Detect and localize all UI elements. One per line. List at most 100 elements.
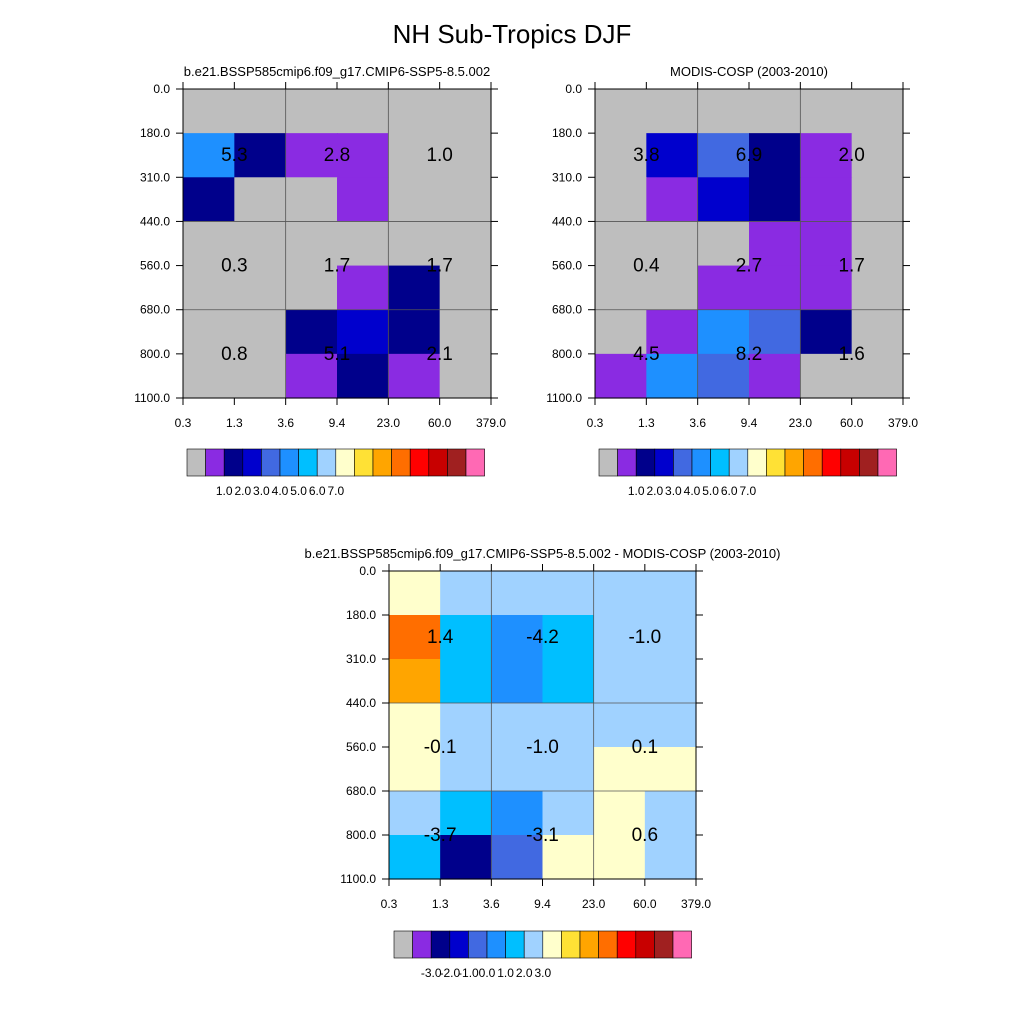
- x-tick-label: 379.0: [681, 897, 711, 911]
- colorbar-swatch: [617, 448, 637, 477]
- x-tick-label: 3.6: [689, 416, 706, 430]
- heatmap-cell: [749, 353, 801, 399]
- colorbar-swatch: [672, 930, 692, 959]
- y-tick-label: 800.0: [346, 828, 376, 842]
- heatmap-cell: [389, 659, 441, 704]
- cell-value-label: 1.7: [838, 256, 864, 277]
- heatmap-cell: [389, 747, 441, 792]
- x-tick-label: 0.3: [587, 416, 604, 430]
- heatmap-cell: [183, 133, 235, 178]
- heatmap-cell: [440, 747, 492, 792]
- heatmap-cell: [595, 221, 647, 267]
- heatmap-cell: [646, 265, 699, 311]
- heatmap-cell: [440, 571, 492, 616]
- heatmap-cell: [337, 353, 389, 399]
- x-tick-label: 3.6: [277, 416, 294, 430]
- y-tick-label: 310.0: [552, 170, 582, 184]
- heatmap-cell: [851, 177, 904, 223]
- x-tick-label: 60.0: [633, 897, 657, 911]
- heatmap-cell: [595, 177, 647, 223]
- y-tick-label: 0.0: [153, 82, 170, 96]
- heatmap-cell: [491, 835, 544, 880]
- cell-value-label: 2.7: [736, 256, 762, 277]
- colorbar-swatch: [447, 448, 467, 477]
- colorbar-label: 3.0: [665, 484, 682, 498]
- heatmap-cell: [285, 89, 338, 134]
- heatmap-cell: [440, 835, 492, 880]
- colorbar-swatch: [673, 448, 693, 477]
- cell-value-label: -1.0: [526, 737, 559, 758]
- heatmap-cell: [183, 265, 235, 311]
- heatmap-cell: [697, 265, 750, 311]
- cell-value-label: 2.8: [324, 145, 350, 166]
- heatmap-cell: [285, 221, 338, 267]
- heatmap-cell: [183, 89, 235, 134]
- colorbar-swatch: [598, 930, 618, 959]
- colorbar-label: 3.0: [534, 966, 551, 980]
- heatmap-cell: [491, 703, 544, 748]
- colorbar-label: 1.0: [216, 484, 233, 498]
- cell-value-label: 0.4: [633, 256, 660, 277]
- y-tick-label: 1100.0: [340, 872, 376, 886]
- heatmap-cell: [595, 353, 647, 399]
- colorbar-label: 2.0: [646, 484, 663, 498]
- colorbar-label: 7.0: [327, 484, 344, 498]
- heatmap-cell: [337, 221, 389, 267]
- cell-value-label: -3.1: [526, 825, 559, 846]
- colorbar-swatch: [298, 448, 318, 477]
- heatmap-cell: [542, 835, 595, 880]
- y-tick-label: 680.0: [346, 784, 376, 798]
- heatmap-cell: [646, 133, 699, 178]
- heatmap-cell: [234, 309, 287, 355]
- x-tick-label: 9.4: [329, 416, 346, 430]
- colorbar-swatch: [877, 448, 897, 477]
- heatmap-cell: [800, 221, 853, 267]
- heatmap-cell: [183, 353, 235, 399]
- x-tick-label: 0.3: [175, 416, 192, 430]
- heatmap-cell: [337, 89, 389, 134]
- cell-value-label: 5.3: [221, 145, 247, 166]
- colorbar-swatch: [505, 930, 525, 959]
- colorbar-swatch: [821, 448, 842, 477]
- colorbar-swatch: [691, 448, 711, 477]
- cell-value-label: 3.8: [633, 145, 659, 166]
- heatmap-cell: [388, 177, 441, 223]
- colorbar-label: 3.0: [253, 484, 270, 498]
- heatmap-cell: [542, 703, 595, 748]
- colorbar-swatch: [840, 448, 860, 477]
- heatmap-cell: [593, 747, 646, 792]
- cell-value-label: 5.1: [324, 344, 350, 365]
- heatmap-cell: [595, 89, 647, 134]
- colorbar-label: 4.0: [684, 484, 701, 498]
- colorbar-swatch: [279, 448, 299, 477]
- colorbar-swatch: [598, 448, 618, 477]
- y-tick-label: 0.0: [565, 82, 582, 96]
- x-tick-label: 9.4: [534, 897, 551, 911]
- colorbar-swatch: [747, 448, 767, 477]
- heatmap-cell: [646, 353, 699, 399]
- colorbar-label: 2.0: [516, 966, 533, 980]
- heatmap-cell: [183, 221, 235, 267]
- heatmap-cell: [491, 571, 544, 616]
- heatmap-cell: [337, 265, 389, 311]
- heatmap-cell: [491, 659, 544, 704]
- x-tick-label: 60.0: [428, 416, 452, 430]
- heatmap-cell: [439, 221, 492, 267]
- heatmap-cell: [389, 835, 441, 880]
- heatmap-cell: [644, 835, 697, 880]
- colorbar-swatch: [335, 448, 355, 477]
- heatmap-cell: [285, 309, 338, 355]
- colorbar-swatch: [316, 448, 337, 477]
- heatmap-cell: [749, 309, 801, 355]
- cell-value-label: 1.6: [838, 344, 864, 365]
- cell-value-label: 1.4: [427, 627, 454, 648]
- heatmap-cell: [389, 703, 441, 748]
- y-tick-label: 560.0: [552, 259, 582, 273]
- x-tick-label: 23.0: [377, 416, 401, 430]
- colorbar-swatch: [728, 448, 749, 477]
- heatmap-cell: [851, 221, 904, 267]
- colorbar-swatch: [449, 930, 469, 959]
- x-tick-label: 1.3: [226, 416, 243, 430]
- heatmap-cell: [697, 89, 750, 134]
